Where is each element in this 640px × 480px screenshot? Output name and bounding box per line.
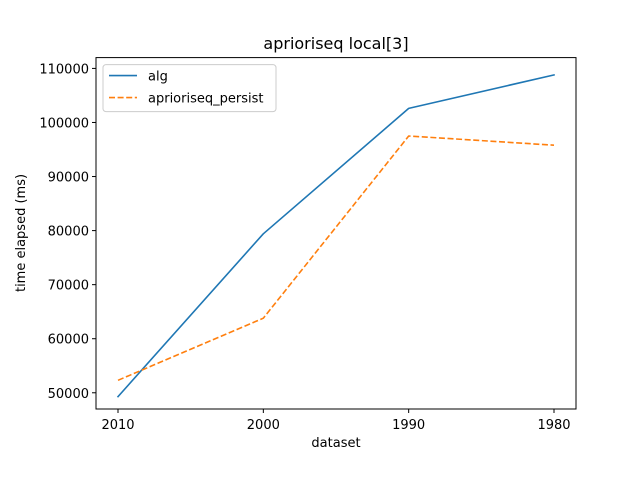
legend-label-alg: alg (148, 70, 168, 85)
series-line-aprioriseq_persist (117, 135, 555, 382)
plot-frame (95, 57, 577, 410)
y-tick-label: 80000 (48, 225, 89, 240)
x-tick-label: 1980 (537, 418, 570, 433)
legend-label-aprioriseq_persist: aprioriseq_persist (148, 92, 263, 107)
x-tick-label: 2010 (101, 418, 134, 433)
plot-lines (116, 73, 555, 398)
y-tick-label: 110000 (39, 62, 89, 77)
y-axis-label: time elapsed (ms) (14, 174, 29, 292)
legend: alg aprioriseq_persist (102, 64, 277, 113)
y-tick-label: 70000 (48, 279, 89, 294)
y-tick-label: 50000 (48, 387, 89, 402)
x-axis-label: dataset (311, 436, 360, 451)
chart-title: aprioriseq local[3] (263, 34, 408, 53)
y-tick-label: 90000 (48, 171, 89, 186)
x-axis: 2010 2000 1990 1980 (101, 409, 571, 433)
series-line-alg (116, 73, 555, 398)
x-tick-label: 1990 (392, 418, 425, 433)
x-tick-label: 2000 (247, 418, 280, 433)
y-axis: 50000 60000 70000 80000 90000 100000 110000 (39, 62, 96, 402)
y-tick-label: 60000 (48, 333, 89, 348)
legend-box (102, 64, 277, 113)
y-tick-label: 100000 (39, 116, 89, 131)
